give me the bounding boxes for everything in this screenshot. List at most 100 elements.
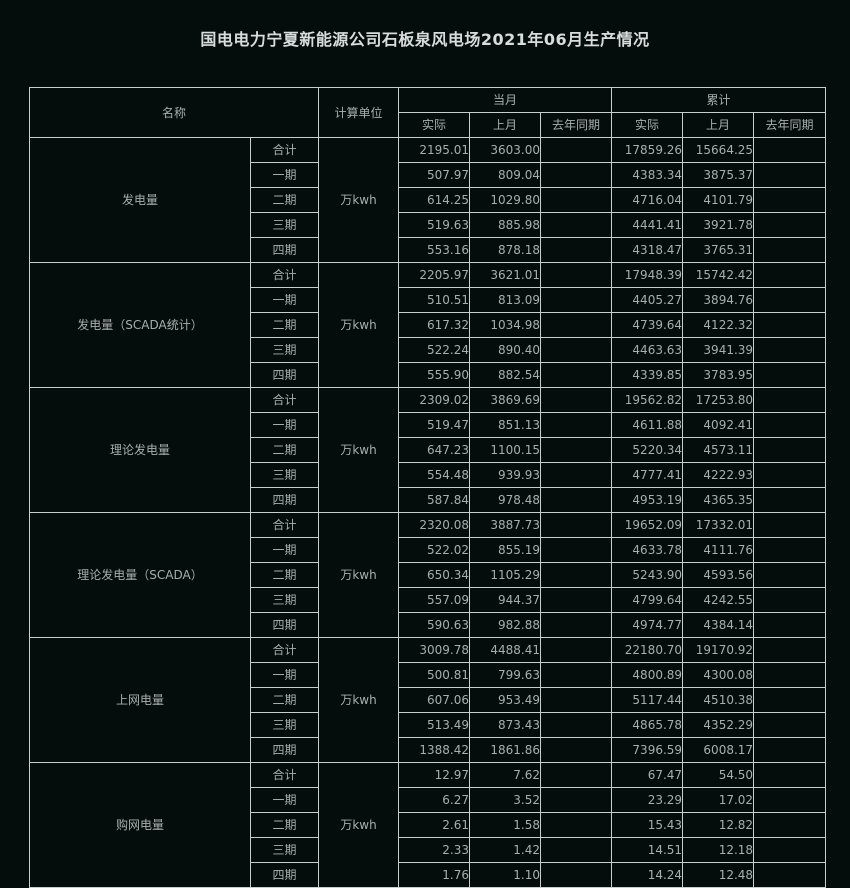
cell-cumulative-last-year xyxy=(753,362,827,388)
cell-month-actual: 607.06 xyxy=(398,687,471,713)
cell-cumulative-last-month: 4365.35 xyxy=(682,487,755,513)
cell-month-last-year xyxy=(540,412,613,438)
table-row: 四期 555.90 882.54 4339.85 3783.95 xyxy=(30,362,827,388)
cell-cumulative-last-month: 4510.38 xyxy=(682,687,755,713)
cell-cumulative-last-month: 4222.93 xyxy=(682,462,755,488)
cell-cumulative-last-month: 54.50 xyxy=(682,762,755,788)
cell-cumulative-last-year xyxy=(753,537,827,563)
cell-cumulative-actual: 19652.09 xyxy=(611,512,684,538)
phase-label: 二期 xyxy=(249,187,320,213)
cell-month-actual: 617.32 xyxy=(398,312,471,338)
cell-cumulative-last-month: 3894.76 xyxy=(682,287,755,313)
cell-cumulative-last-year xyxy=(753,462,827,488)
cell-cumulative-actual: 4383.34 xyxy=(611,162,684,188)
cell-month-last-year xyxy=(540,862,613,888)
cell-month-actual: 6.27 xyxy=(398,787,471,813)
cell-cumulative-actual: 14.24 xyxy=(611,862,684,888)
cell-month-last-month: 855.19 xyxy=(469,537,542,563)
cell-cumulative-actual: 4739.64 xyxy=(611,312,684,338)
cell-month-actual: 2309.02 xyxy=(398,387,471,413)
phase-label: 一期 xyxy=(249,537,320,563)
phase-label: 三期 xyxy=(249,837,320,863)
cell-month-last-year xyxy=(540,737,613,763)
header-month-actual: 实际 xyxy=(398,112,471,138)
cell-month-last-month: 7.62 xyxy=(469,762,542,788)
header-name: 名称 xyxy=(28,87,320,138)
row-group-name: 理论发电量（SCADA） xyxy=(29,512,251,638)
cell-month-actual: 519.47 xyxy=(398,412,471,438)
header-cum-last-month: 上月 xyxy=(682,112,755,138)
production-table: 名称 计算单位 当月 累计 实际 上月 去年同期 实际 上月 去年同期 发电量合… xyxy=(28,87,827,888)
cell-cumulative-last-year xyxy=(753,312,827,338)
table-row: 二期 617.32 1034.98 4739.64 4122.32 xyxy=(30,312,827,338)
cell-cumulative-actual: 4865.78 xyxy=(611,712,684,738)
cell-month-last-year xyxy=(540,762,613,788)
cell-month-actual: 554.48 xyxy=(398,462,471,488)
header-cum-actual: 实际 xyxy=(611,112,684,138)
unit-value: 万kwh xyxy=(318,262,400,388)
cell-month-last-month: 953.49 xyxy=(469,687,542,713)
phase-label: 三期 xyxy=(249,337,320,363)
phase-label: 一期 xyxy=(249,662,320,688)
cell-month-last-month: 1.58 xyxy=(469,812,542,838)
cell-cumulative-last-month: 6008.17 xyxy=(682,737,755,763)
cell-month-last-month: 1.42 xyxy=(469,837,542,863)
cell-cumulative-last-year xyxy=(753,837,827,863)
cell-month-last-month: 809.04 xyxy=(469,162,542,188)
header-month-last-month: 上月 xyxy=(469,112,542,138)
cell-month-last-year xyxy=(540,687,613,713)
cell-cumulative-last-year xyxy=(753,737,827,763)
cell-cumulative-last-month: 4593.56 xyxy=(682,562,755,588)
cell-cumulative-actual: 22180.70 xyxy=(611,637,684,663)
production-table-container: 名称 计算单位 当月 累计 实际 上月 去年同期 实际 上月 去年同期 发电量合… xyxy=(28,87,827,888)
cell-month-last-month: 3869.69 xyxy=(469,387,542,413)
cell-month-last-month: 1.10 xyxy=(469,862,542,888)
cell-month-last-year xyxy=(540,387,613,413)
cell-month-last-month: 978.48 xyxy=(469,487,542,513)
cell-month-last-month: 878.18 xyxy=(469,237,542,263)
report-page: 国电电力宁夏新能源公司石板泉风电场2021年06月生产情况 名称 计算单位 当月 xyxy=(28,30,827,888)
cell-month-last-month: 3603.00 xyxy=(469,137,542,163)
cell-month-actual: 2320.08 xyxy=(398,512,471,538)
cell-month-last-year xyxy=(540,787,613,813)
cell-cumulative-last-year xyxy=(753,512,827,538)
cell-cumulative-last-year xyxy=(753,137,827,163)
phase-label: 合计 xyxy=(249,637,320,663)
cell-cumulative-actual: 4716.04 xyxy=(611,187,684,213)
phase-label: 一期 xyxy=(249,287,320,313)
table-row: 购网电量 合计 万kwh 12.97 7.62 67.47 54.50 xyxy=(29,762,827,888)
unit-value: 万kwh xyxy=(318,387,400,513)
cell-month-last-month: 882.54 xyxy=(469,362,542,388)
cell-month-last-month: 890.40 xyxy=(469,337,542,363)
header-cum-last-year: 去年同期 xyxy=(753,112,827,138)
phase-label: 一期 xyxy=(249,162,320,188)
cell-month-last-year xyxy=(540,212,613,238)
table-body: 发电量 合计 万kwh 2195.01 3603.00 17859.26 15664.25 一… xyxy=(29,137,827,888)
cell-cumulative-last-year xyxy=(753,612,827,638)
cell-cumulative-last-month: 4242.55 xyxy=(682,587,755,613)
cell-cumulative-last-month: 4111.76 xyxy=(682,537,755,563)
cell-month-actual: 500.81 xyxy=(398,662,471,688)
cell-cumulative-last-year xyxy=(753,862,827,888)
phase-label: 合计 xyxy=(249,762,320,788)
phase-label: 合计 xyxy=(249,387,320,413)
cell-cumulative-last-month: 3783.95 xyxy=(682,362,755,388)
table-row: 一期 519.47 851.13 4611.88 4092.41 xyxy=(30,412,827,438)
phase-label: 二期 xyxy=(249,687,320,713)
cell-month-last-month: 3621.01 xyxy=(469,262,542,288)
cell-cumulative-actual: 4318.47 xyxy=(611,237,684,263)
cell-month-last-year xyxy=(540,162,613,188)
cell-month-last-month: 3887.73 xyxy=(469,512,542,538)
unit-value: 万kwh xyxy=(318,637,400,763)
phase-label: 四期 xyxy=(249,612,320,638)
phase-label: 二期 xyxy=(249,312,320,338)
cell-cumulative-last-month: 17253.80 xyxy=(682,387,755,413)
unit-value: 万kwh xyxy=(318,137,400,263)
cell-month-actual: 557.09 xyxy=(398,587,471,613)
phase-label: 二期 xyxy=(249,812,320,838)
table-row: 上网电量 合计 万kwh 3009.78 4488.41 22180.70 19170.92 xyxy=(29,637,827,763)
cell-cumulative-last-month: 4101.79 xyxy=(682,187,755,213)
cell-cumulative-actual: 4611.88 xyxy=(611,412,684,438)
phase-label: 三期 xyxy=(249,712,320,738)
cell-month-last-year xyxy=(540,237,613,263)
